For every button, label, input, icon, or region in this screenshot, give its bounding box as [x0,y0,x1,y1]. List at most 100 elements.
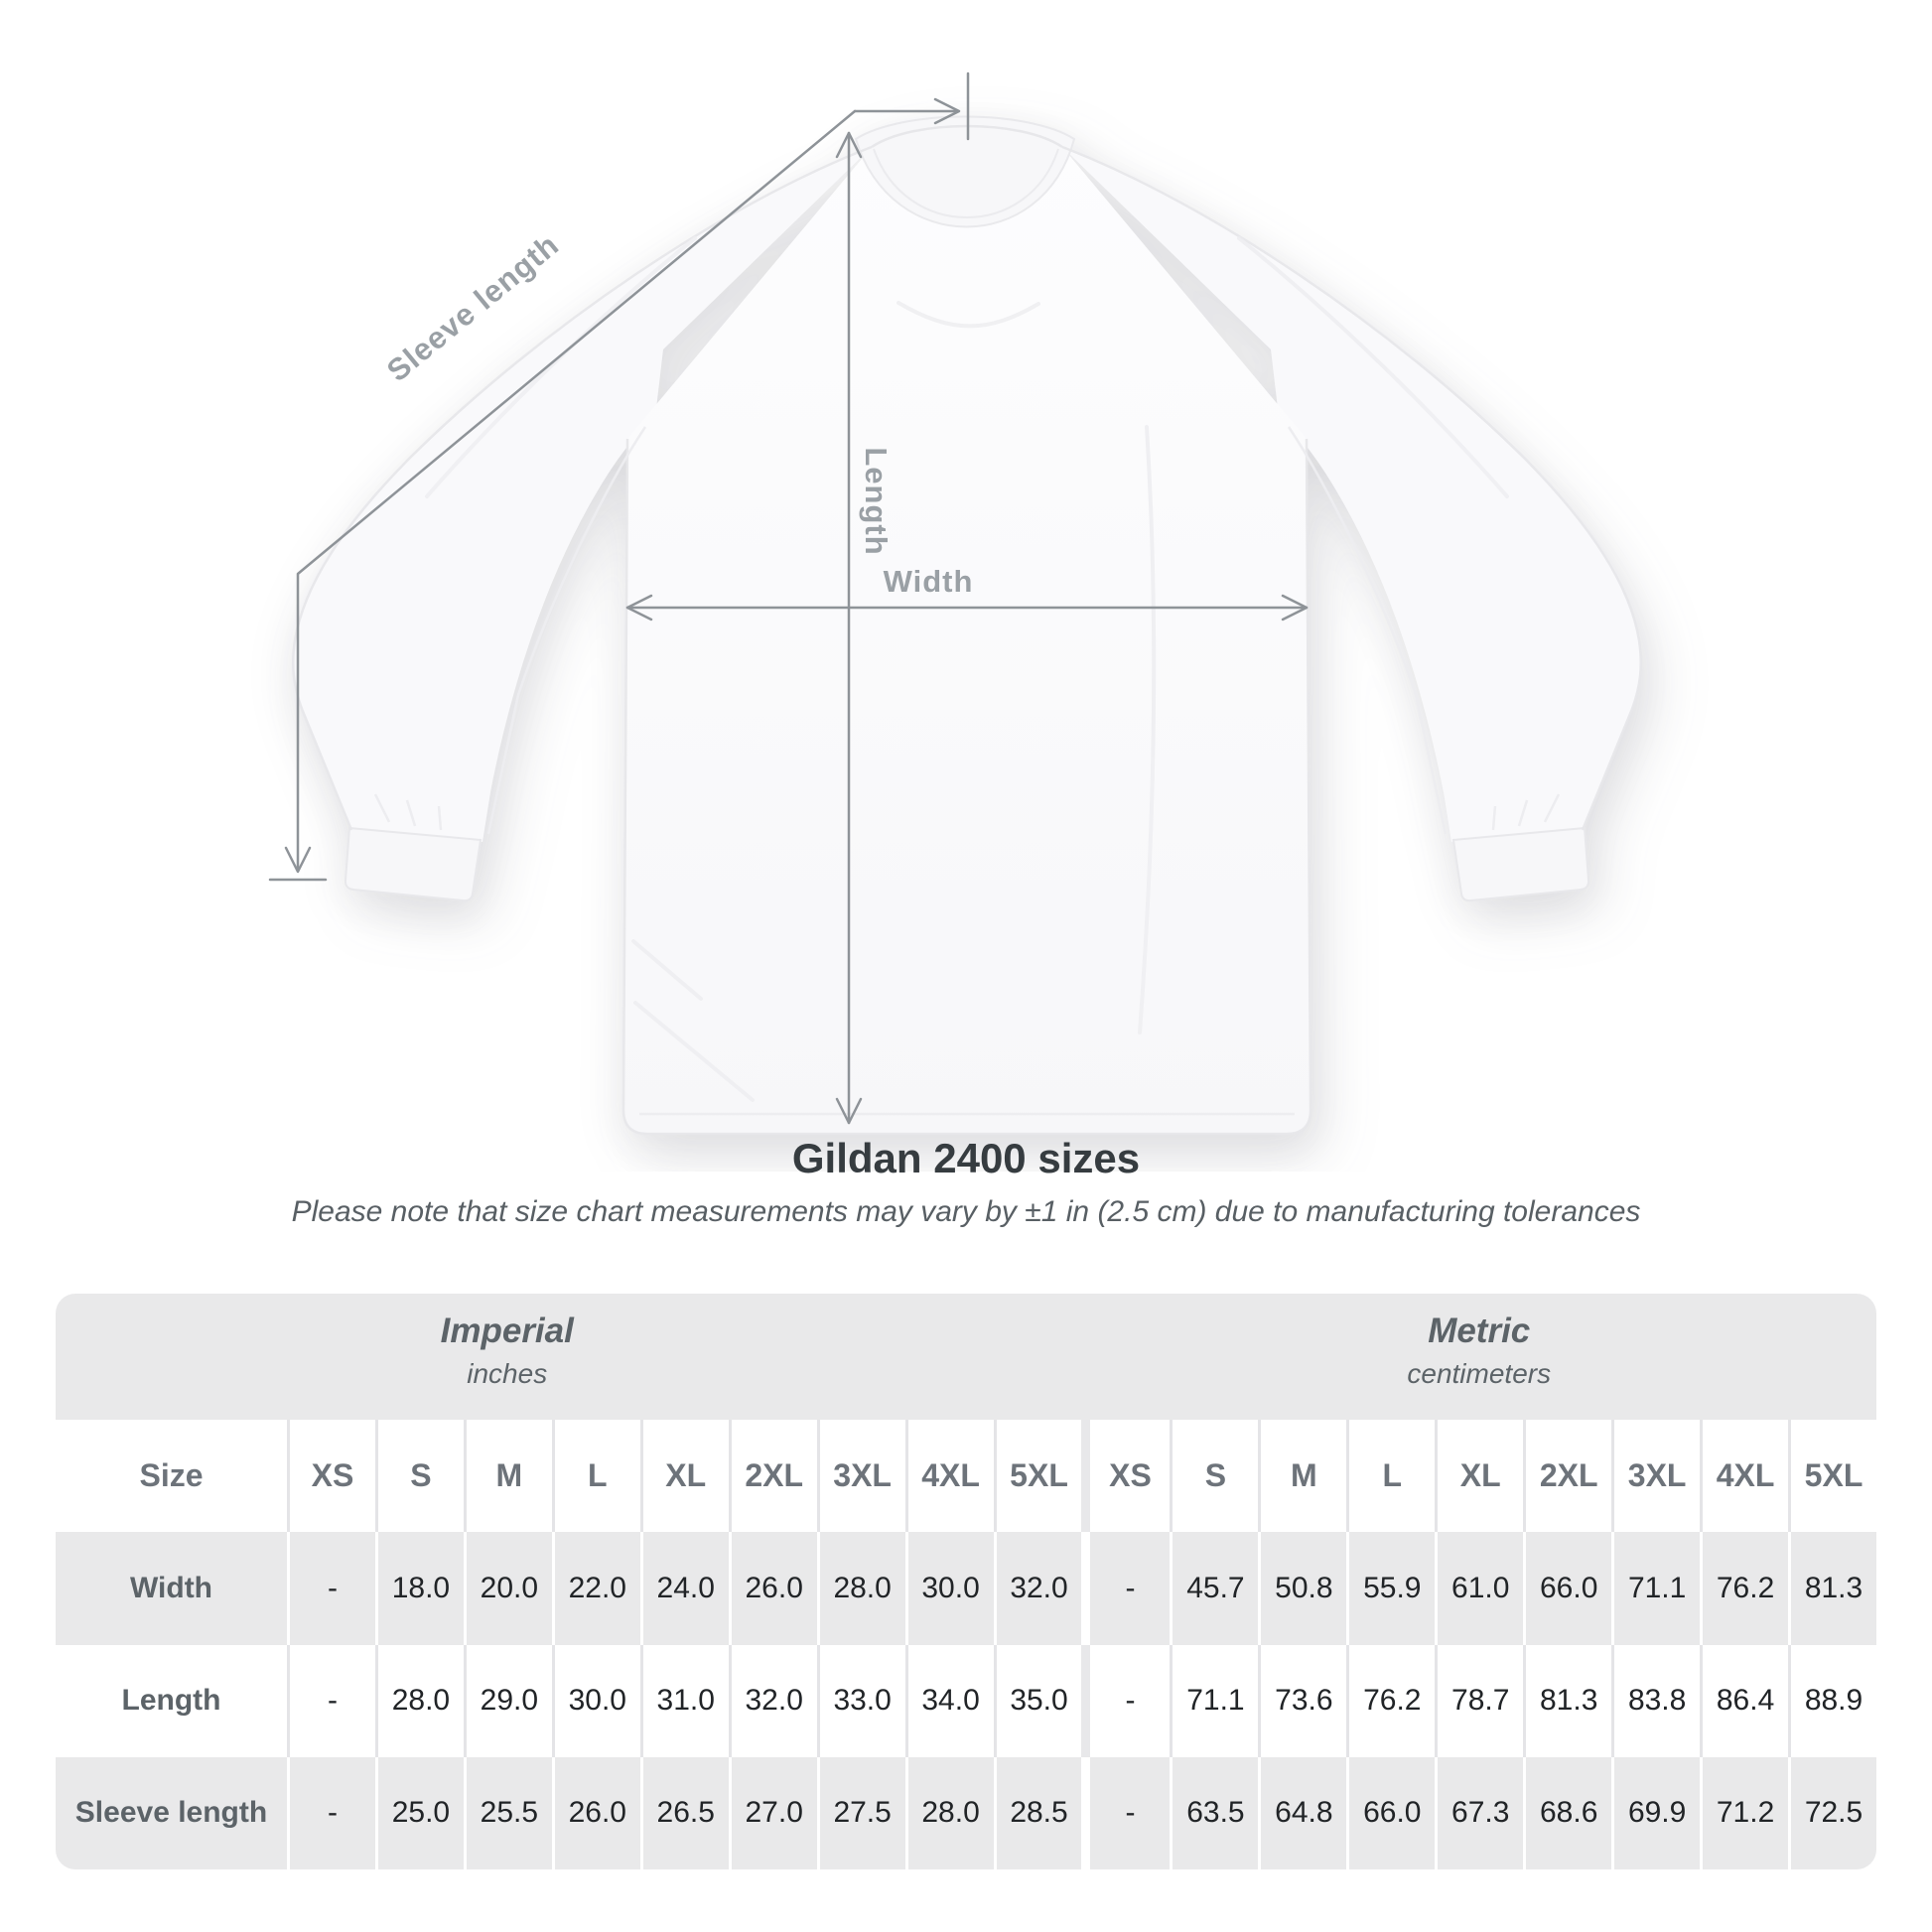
table-cell: 18.0 [374,1532,464,1645]
left-cuff [344,826,483,902]
table-cell: 28.0 [816,1532,905,1645]
table-cell: - [287,1532,375,1645]
size-header: XL [639,1420,729,1533]
shirt-wrinkles [425,236,1509,1102]
table-cell: 45.7 [1170,1532,1259,1645]
shirt-seams [373,426,1561,1116]
length-line [835,131,863,1125]
shirt-measurement-diagram: Sleeve length Length Width [268,71,1642,1136]
size-header: 5XL [1788,1420,1876,1533]
size-header: M [463,1420,552,1533]
table-cell: - [1081,1532,1171,1645]
table-cell: 29.0 [463,1644,552,1757]
metric-label: Metric [1428,1311,1531,1350]
table-cell: 27.0 [728,1756,817,1869]
size-header: 3XL [816,1420,905,1533]
shirt-body [623,126,1311,1134]
table-cell: 81.3 [1523,1644,1612,1757]
table-cell: 55.9 [1346,1532,1436,1645]
table-cell: - [1081,1756,1171,1869]
table-cell: 64.8 [1258,1756,1347,1869]
collar-seam [873,148,1059,218]
size-header: S [1170,1420,1259,1533]
table-cell: 31.0 [639,1644,729,1757]
table-cell: 25.0 [374,1756,464,1869]
page-title: Gildan 2400 sizes [791,1135,1141,1181]
table-cell: 28.0 [374,1644,464,1757]
table-cell: - [287,1756,375,1869]
table-cell: 61.0 [1435,1532,1524,1645]
imperial-group-header: Imperial inches [56,1294,1082,1420]
size-chart-table: Imperial inches Metric centimeters Size … [56,1294,1876,1869]
table-cell: 50.8 [1258,1532,1347,1645]
table-cell: 76.2 [1346,1644,1436,1757]
row-label-length: Length [56,1644,287,1757]
size-header: M [1258,1420,1347,1533]
right-cuff [1451,826,1590,902]
table-cell: 76.2 [1700,1532,1789,1645]
size-header: 5XL [993,1420,1082,1533]
table-cell: 32.0 [993,1532,1082,1645]
table-cell: 81.3 [1788,1532,1876,1645]
table-cell: 26.5 [639,1756,729,1869]
row-label-width: Width [56,1532,287,1645]
table-cell: - [287,1644,375,1757]
size-header: S [374,1420,464,1533]
table-cell: 34.0 [904,1644,994,1757]
table-cell: 63.5 [1170,1756,1259,1869]
table-cell: 32.0 [728,1644,817,1757]
size-header: 3XL [1611,1420,1701,1533]
size-header: 4XL [1700,1420,1789,1533]
table-cell: 28.0 [904,1756,994,1869]
size-header: XL [1435,1420,1524,1533]
shirt-illustration [292,115,1642,1136]
table-cell: 25.5 [463,1756,552,1869]
table-cell: 30.0 [904,1532,994,1645]
table-cell: 66.0 [1523,1532,1612,1645]
size-header: L [1346,1420,1436,1533]
table-cell: 83.8 [1611,1644,1701,1757]
table-cell: 24.0 [639,1532,729,1645]
table-cell: 71.2 [1700,1756,1789,1869]
left-sleeve [293,147,872,842]
sleeve-length-line [268,71,970,882]
table-cell: 72.5 [1788,1756,1876,1869]
table-cell: 71.1 [1611,1532,1701,1645]
table-cell: 26.0 [551,1756,640,1869]
table-cell: 67.3 [1435,1756,1524,1869]
imperial-unit: inches [467,1358,548,1389]
row-label-sleeve-length: Sleeve length [56,1756,287,1869]
size-header: XS [287,1420,375,1533]
tolerance-note: Please note that size chart measurements… [291,1195,1641,1228]
metric-group-header: Metric centimeters [1081,1294,1876,1420]
right-sleeve [1062,147,1641,842]
size-header: 4XL [904,1420,994,1533]
table-cell: 86.4 [1700,1644,1789,1757]
table-cell: 33.0 [816,1644,905,1757]
width-label: Width [884,564,974,599]
size-header: 2XL [728,1420,817,1533]
width-line [625,594,1309,621]
shirt-edges [292,124,1642,1136]
size-column-header: Size [56,1420,287,1533]
table-cell: 26.0 [728,1532,817,1645]
size-header: L [551,1420,640,1533]
length-label: Length [859,447,894,555]
size-header: 2XL [1523,1420,1612,1533]
table-cell: - [1081,1644,1171,1757]
table-cell: 88.9 [1788,1644,1876,1757]
table-cell: 22.0 [551,1532,640,1645]
table-cell: 28.5 [993,1756,1082,1869]
table-cell: 69.9 [1611,1756,1701,1869]
table-cell: 73.6 [1258,1644,1347,1757]
table-cell: 78.7 [1435,1644,1524,1757]
imperial-label: Imperial [440,1311,574,1350]
metric-unit: centimeters [1407,1358,1552,1389]
table-cell: 35.0 [993,1644,1082,1757]
size-header: XS [1081,1420,1171,1533]
table-cell: 71.1 [1170,1644,1259,1757]
table-cell: 68.6 [1523,1756,1612,1869]
table-cell: 66.0 [1346,1756,1436,1869]
table-cell: 27.5 [816,1756,905,1869]
table-cell: 20.0 [463,1532,552,1645]
